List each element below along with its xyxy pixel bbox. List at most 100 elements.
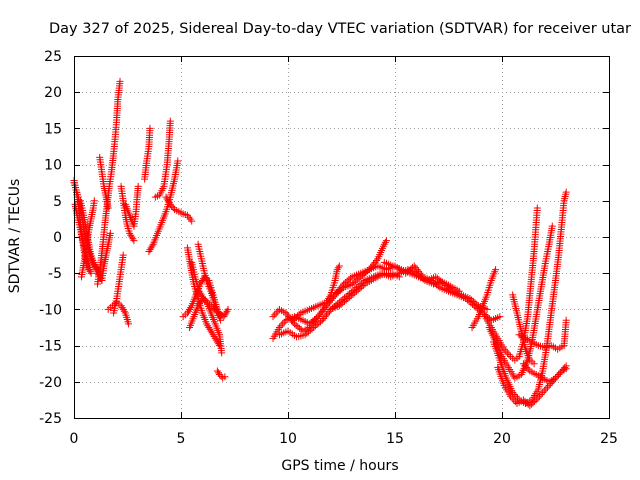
data-point <box>543 383 551 391</box>
data-point <box>345 276 353 284</box>
data-point <box>353 276 361 284</box>
data-point <box>348 280 356 288</box>
data-point <box>221 311 229 319</box>
y-tick-label: -5 <box>48 266 62 282</box>
y-tick-label: -20 <box>39 375 62 391</box>
data-point <box>145 247 153 255</box>
data-point <box>337 284 345 292</box>
data-point <box>324 296 332 304</box>
data-point <box>502 347 510 355</box>
y-tick-label: -25 <box>39 411 62 427</box>
data-point <box>510 396 518 404</box>
data-point <box>166 200 174 208</box>
data-point <box>405 266 413 274</box>
data-point <box>356 281 364 289</box>
data-point <box>134 182 142 190</box>
data-point <box>283 311 291 319</box>
y-tick-labels: -25 -20 -15 -10 -5 0 5 10 15 20 25 <box>39 49 62 427</box>
data-point <box>116 77 124 85</box>
data-point <box>271 311 279 319</box>
data-point <box>223 307 231 315</box>
data-point <box>333 266 341 274</box>
data-point <box>205 324 213 331</box>
data-point <box>437 277 445 285</box>
data-point <box>220 313 228 321</box>
data-point <box>413 266 421 274</box>
data-point <box>371 258 379 266</box>
data-series-track-22 <box>213 367 229 382</box>
data-point <box>359 278 367 286</box>
data-point <box>86 266 94 274</box>
data-point <box>290 315 298 323</box>
data-point <box>547 380 555 388</box>
data-point <box>350 279 358 287</box>
data-point <box>382 237 390 245</box>
data-point <box>332 301 340 309</box>
data-point <box>130 237 138 245</box>
data-point <box>207 327 215 335</box>
data-point <box>118 304 126 312</box>
data-point <box>211 334 219 342</box>
data-point <box>340 294 348 302</box>
data-point <box>326 293 334 301</box>
data-point <box>324 309 332 317</box>
data-point <box>532 396 540 404</box>
y-tick-label: -10 <box>39 302 62 318</box>
data-point <box>224 305 232 313</box>
data-point <box>339 295 347 303</box>
data-point <box>184 307 192 315</box>
x-tick-label: 25 <box>600 431 618 447</box>
data-point <box>472 303 480 311</box>
data-point <box>126 229 134 237</box>
data-point <box>317 309 325 317</box>
data-point <box>354 282 362 290</box>
data-point <box>323 311 331 319</box>
data-point <box>306 326 314 334</box>
data-point <box>289 318 297 326</box>
data-point <box>204 322 212 330</box>
data-point <box>526 402 534 410</box>
data-point <box>186 305 194 313</box>
data-point <box>321 304 329 312</box>
data-point <box>314 313 322 321</box>
data-point <box>325 295 333 303</box>
data-point <box>431 279 439 287</box>
x-tick-labels: 0 5 10 15 20 25 <box>70 431 618 447</box>
data-point <box>465 297 473 305</box>
data-point <box>117 302 125 310</box>
data-point <box>125 320 133 328</box>
data-point <box>197 291 205 299</box>
data-point <box>427 276 435 284</box>
data-point <box>318 307 326 315</box>
data-series-track-16 <box>162 193 196 225</box>
data-point <box>372 257 380 265</box>
data-point <box>213 367 221 375</box>
data-point <box>325 307 333 315</box>
data-point <box>329 304 337 312</box>
data-point <box>521 362 529 370</box>
data-point <box>410 262 418 270</box>
data-point <box>467 299 475 307</box>
data-point <box>308 325 316 333</box>
data-point <box>349 287 357 295</box>
data-point <box>340 280 348 288</box>
data-point <box>468 300 476 308</box>
y-tick-label: 25 <box>44 49 62 65</box>
data-point <box>303 329 311 337</box>
data-point <box>174 157 182 165</box>
data-point <box>119 305 127 313</box>
data-point <box>463 296 471 304</box>
data-point <box>417 271 425 279</box>
data-point <box>218 349 226 357</box>
data-point <box>380 240 388 248</box>
data-point <box>288 316 296 324</box>
data-point <box>282 309 290 317</box>
y-tick-label: 5 <box>53 194 62 210</box>
data-series-track-11 <box>117 182 138 245</box>
data-point <box>342 292 350 300</box>
data-point <box>330 303 338 311</box>
data-point <box>435 276 443 284</box>
y-axis-label: SDTVAR / TECUs <box>7 179 23 294</box>
data-point <box>310 324 318 331</box>
y-tick-label: 10 <box>44 158 62 174</box>
